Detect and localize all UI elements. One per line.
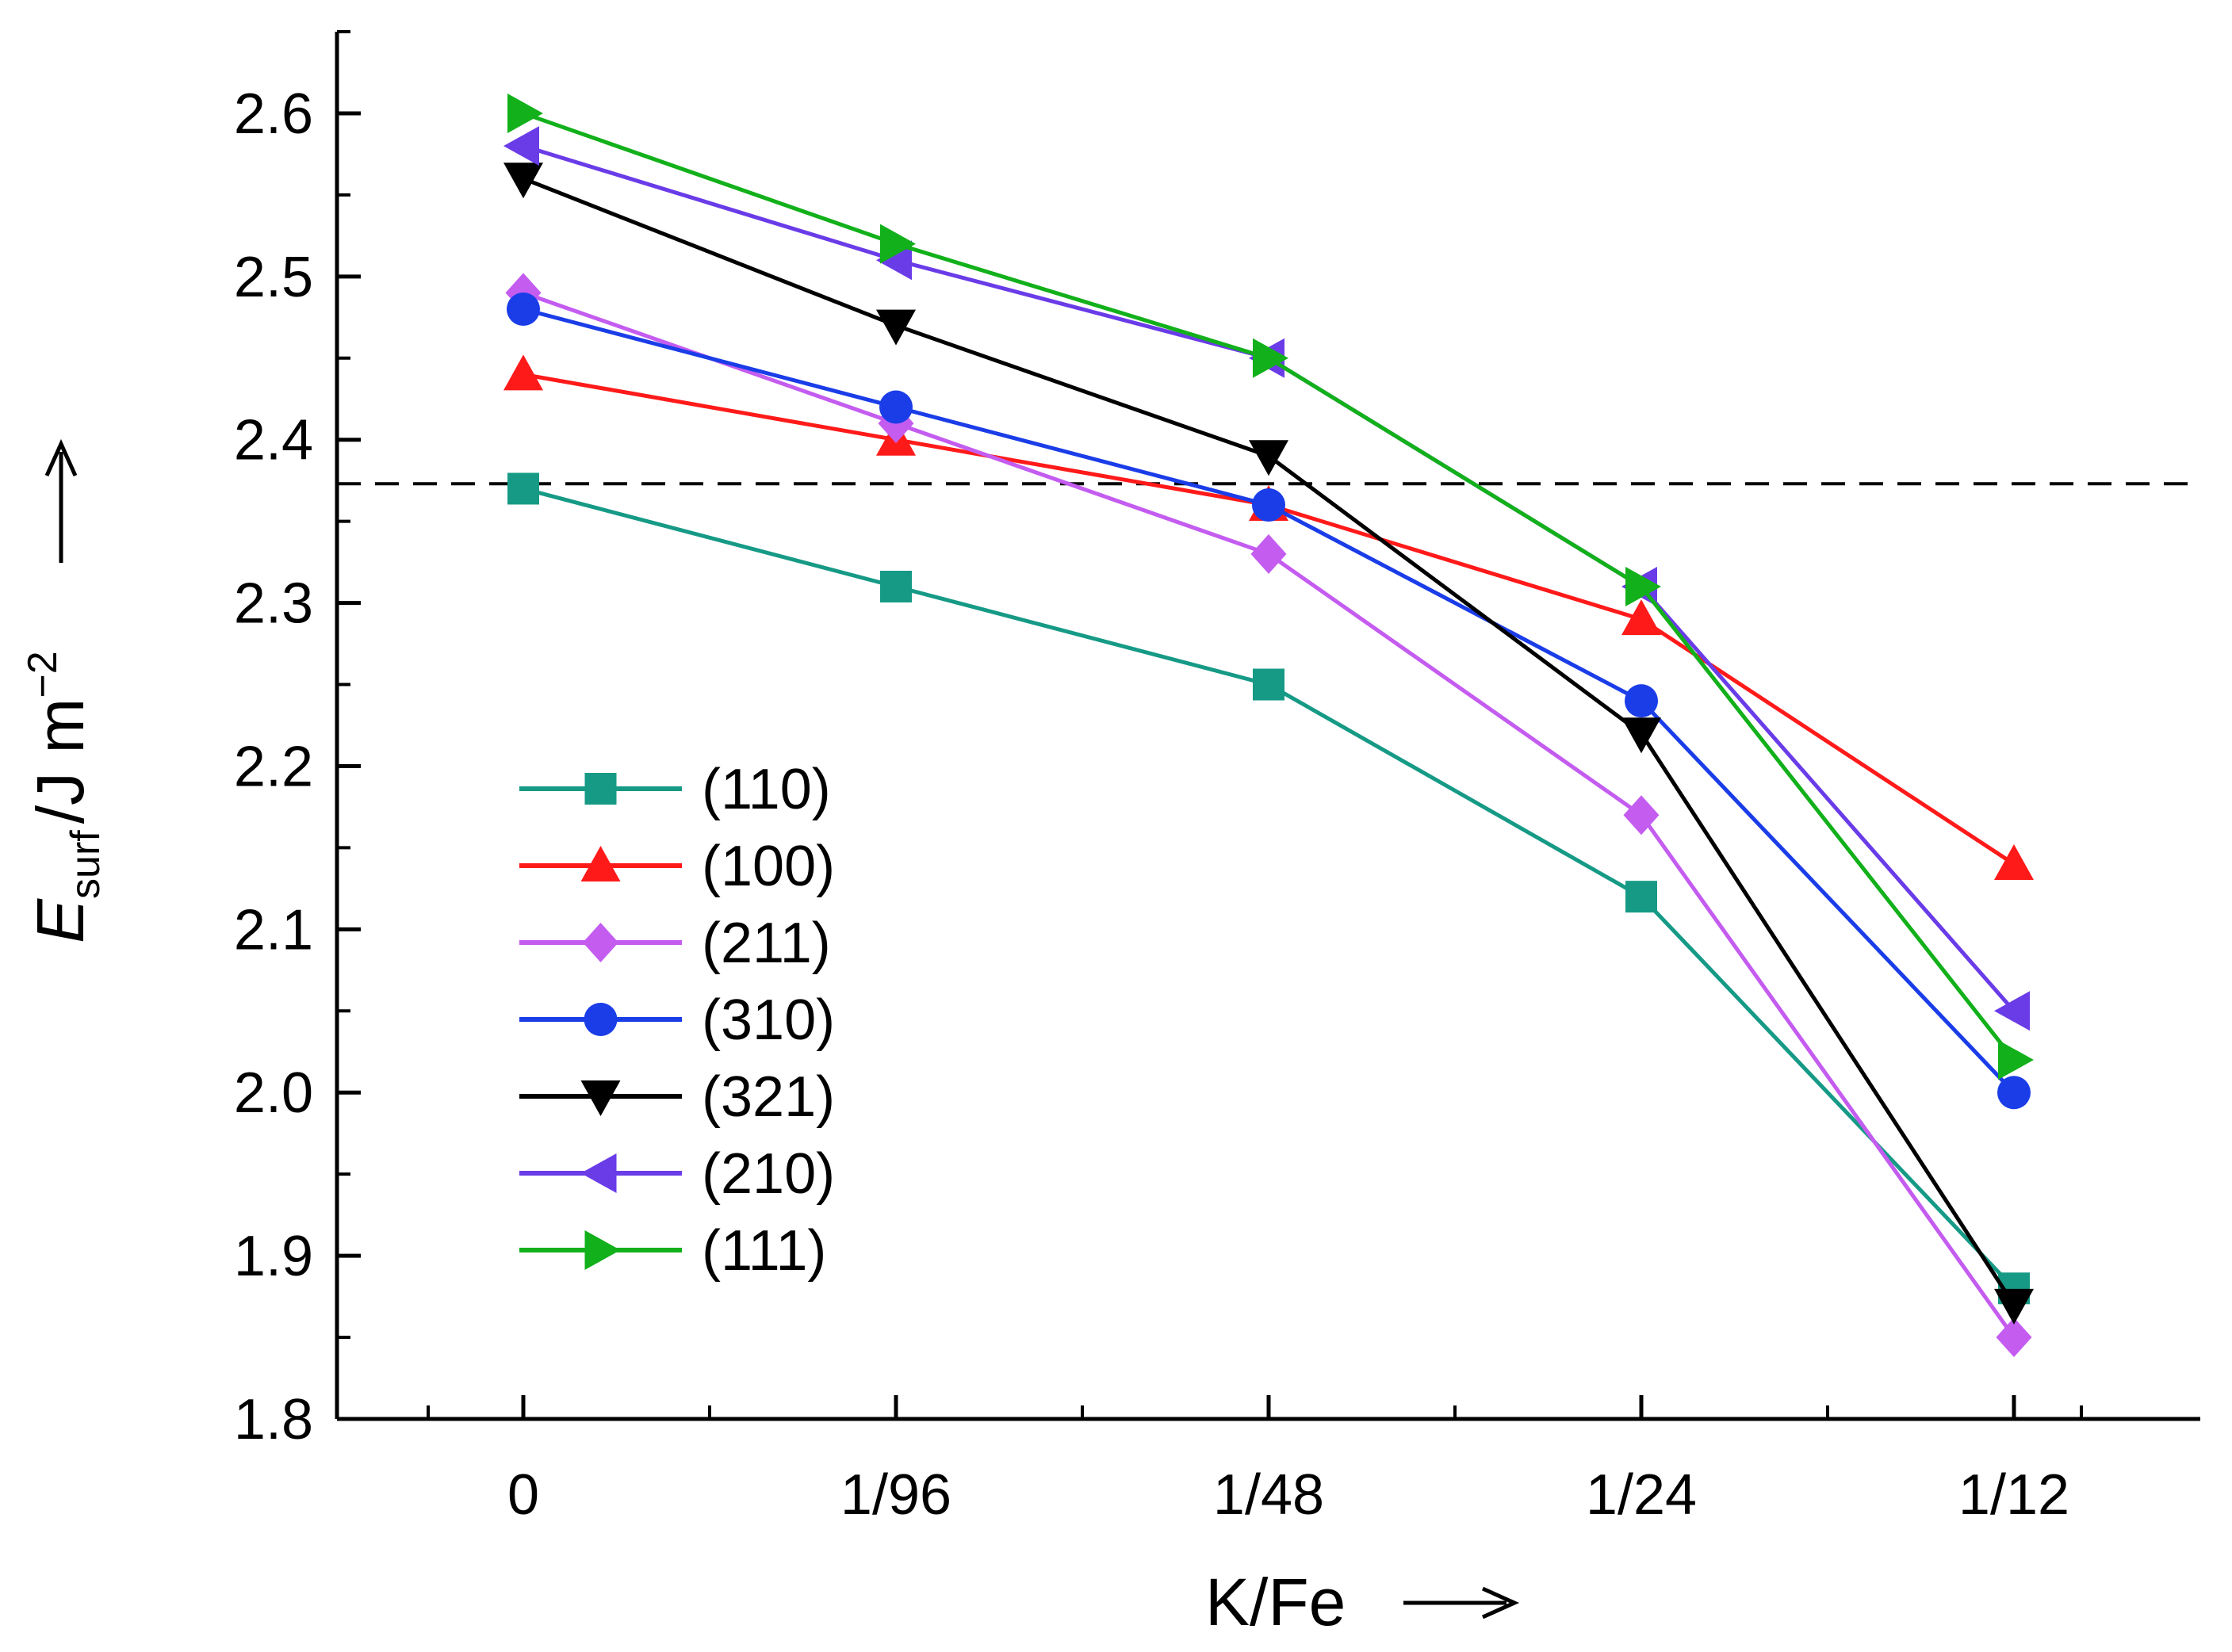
x-tick-label: 0 xyxy=(507,1463,539,1527)
legend-item: (321) xyxy=(519,1065,835,1129)
legend-label: (100) xyxy=(702,835,835,898)
legend-marker xyxy=(580,1080,621,1116)
data-point xyxy=(1997,1076,2031,1110)
legend-item: (110) xyxy=(519,758,831,821)
data-point xyxy=(1625,684,1658,718)
series-line xyxy=(523,307,2016,1094)
data-point xyxy=(1621,717,1661,754)
data-point xyxy=(507,293,540,326)
legend-item: (210) xyxy=(519,1142,835,1206)
y-axis-title-main: E xyxy=(23,898,98,943)
legend-marker xyxy=(584,1003,618,1036)
legend-marker xyxy=(584,1230,621,1270)
y-tick-label: 1.8 xyxy=(234,1388,313,1451)
data-point xyxy=(503,354,543,391)
y-tick-label: 2.6 xyxy=(234,82,313,146)
x-tick-label: 1/12 xyxy=(1958,1463,2069,1527)
legend: (110) (100) (211) (310) (321) (210) (111) xyxy=(519,758,835,1283)
y-axis-title-sub: surf xyxy=(63,830,109,899)
data-point xyxy=(876,309,916,346)
y-axis-title: Esurf/J m−2 xyxy=(20,651,109,943)
x-axis-arrow xyxy=(1403,1586,1520,1619)
y-tick-label: 2.2 xyxy=(234,735,313,798)
data-point xyxy=(503,163,543,199)
series-111 xyxy=(507,93,2034,1080)
y-axis-title-sup: −2 xyxy=(20,651,66,698)
legend-marker xyxy=(580,846,621,881)
data-point xyxy=(1625,567,1661,606)
data-point xyxy=(507,93,543,133)
series-layer xyxy=(503,93,2034,1358)
data-point xyxy=(880,224,916,264)
y-tick-label: 1.9 xyxy=(234,1225,313,1288)
legend-item: (211) xyxy=(519,912,831,975)
y-tick-label: 2.5 xyxy=(234,246,313,309)
data-point xyxy=(1252,488,1285,522)
x-axis-title-group: K/Fe xyxy=(1205,1565,1520,1639)
data-point xyxy=(1994,1288,2034,1325)
legend-label: (210) xyxy=(702,1142,835,1206)
data-point xyxy=(503,126,539,166)
data-point xyxy=(1623,795,1660,836)
x-tick-label: 1/24 xyxy=(1586,1463,1697,1527)
y-tick-label: 2.3 xyxy=(234,572,313,636)
y-axis-arrow xyxy=(44,438,78,563)
data-point xyxy=(1621,599,1661,636)
y-axis-title-unit: /J m xyxy=(23,698,98,824)
data-point xyxy=(879,390,913,424)
y-tick-label: 2.1 xyxy=(234,898,313,962)
series-321 xyxy=(503,163,2034,1325)
legend-item: (111) xyxy=(519,1219,826,1283)
y-axis-title-group: Esurf/J m−2 xyxy=(20,438,109,943)
data-point xyxy=(1253,338,1288,378)
data-point xyxy=(1253,668,1284,701)
legend-item: (310) xyxy=(519,989,835,1052)
series-310 xyxy=(507,293,2031,1110)
x-tick-label: 1/48 xyxy=(1213,1463,1324,1527)
data-point xyxy=(1996,1317,2032,1358)
legend-label: (310) xyxy=(702,989,835,1052)
legend-marker xyxy=(584,773,617,805)
legend-label: (321) xyxy=(702,1065,835,1129)
y-tick-label: 2.4 xyxy=(234,409,313,472)
data-point xyxy=(507,472,539,505)
x-axis-title: K/Fe xyxy=(1205,1565,1346,1639)
axes: 1.8 1.9 2.0 2.1 2.2 2.3 2.4 2.5 2.6 0 1/96 1/48 1/24… xyxy=(234,30,2200,1527)
data-point xyxy=(1998,1040,2034,1080)
data-point xyxy=(1625,881,1657,913)
legend-label: (111) xyxy=(702,1219,826,1283)
legend-marker xyxy=(583,923,618,962)
legend-label: (110) xyxy=(702,758,831,821)
data-point xyxy=(880,571,912,602)
data-point xyxy=(1250,533,1287,574)
legend-label: (211) xyxy=(702,912,831,975)
legend-marker xyxy=(580,1153,617,1193)
series-110 xyxy=(507,472,2030,1305)
x-tick-label: 1/96 xyxy=(840,1463,951,1527)
legend-item: (100) xyxy=(519,835,835,898)
y-tick-label: 2.0 xyxy=(234,1061,313,1125)
data-point xyxy=(1994,991,2030,1031)
data-point xyxy=(1994,844,2034,880)
data-point xyxy=(1249,440,1288,476)
